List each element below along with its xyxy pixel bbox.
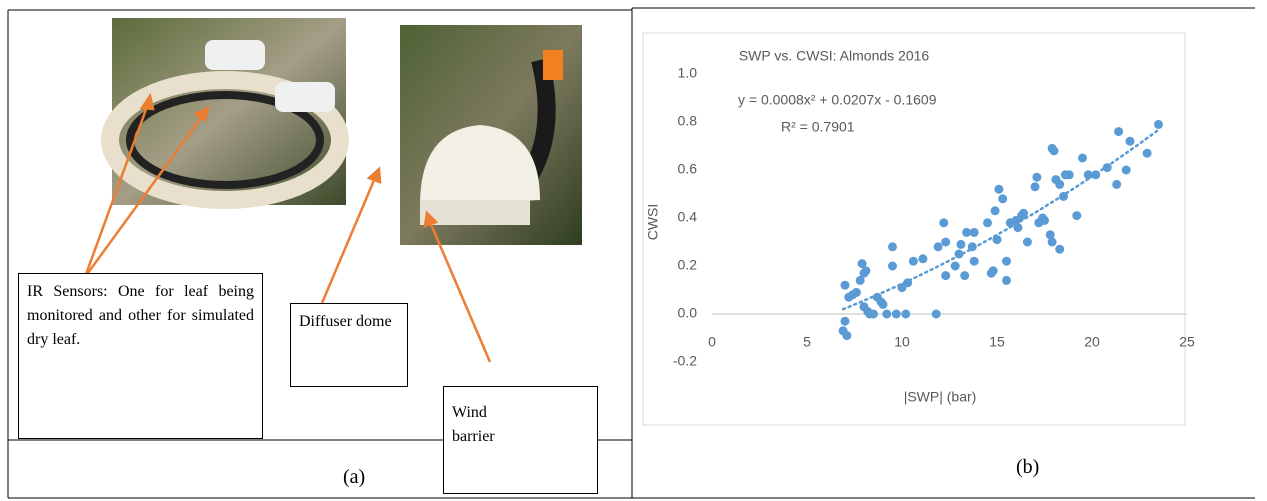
point (994, 184, 1004, 194)
point (878, 299, 888, 309)
point (855, 275, 865, 285)
chart-area (642, 32, 1186, 426)
y-tick-label: -0.2 (673, 353, 697, 369)
x-tick-label: 15 (989, 334, 1005, 350)
x-tick-label: 5 (803, 334, 811, 350)
point (1083, 170, 1093, 180)
point (990, 206, 1000, 216)
point (1013, 223, 1023, 233)
point (956, 239, 966, 249)
point (882, 309, 892, 319)
point (1030, 182, 1040, 192)
point (1019, 208, 1029, 218)
point (967, 242, 977, 252)
point (1064, 170, 1074, 180)
point (950, 261, 960, 271)
x-tick-label: 25 (1179, 334, 1195, 350)
point (1072, 211, 1082, 221)
callout: Diffuser dome (290, 303, 408, 387)
photo-dome (400, 25, 582, 245)
y-tick-label: 0.6 (678, 161, 698, 177)
point (888, 242, 897, 252)
point (1102, 163, 1112, 173)
point (869, 309, 878, 319)
x-tick-label: 0 (708, 334, 716, 350)
point (842, 331, 852, 341)
point (901, 309, 911, 319)
point (1049, 146, 1059, 156)
point (1154, 119, 1163, 129)
point (861, 266, 871, 276)
chart-title: SWP vs. CWSI: Almonds 2016 (739, 48, 930, 64)
panel-borders (7, 7, 1255, 499)
callout: IR Sensors: One for leaf being monitored… (18, 273, 263, 439)
point (931, 309, 941, 319)
point (918, 254, 928, 264)
point (888, 261, 897, 271)
point (1055, 244, 1065, 254)
point (941, 237, 951, 247)
point (1045, 230, 1055, 240)
point (960, 271, 970, 281)
x-tick-label: 10 (894, 334, 910, 350)
point (962, 227, 972, 237)
point (851, 287, 861, 297)
photo-sensors (101, 18, 349, 209)
point (954, 249, 964, 259)
point (1125, 136, 1135, 146)
point (1002, 256, 1011, 266)
point (992, 235, 1002, 245)
point (1121, 165, 1131, 175)
trendline (841, 128, 1160, 311)
point (983, 218, 992, 228)
point (941, 271, 951, 281)
point (908, 256, 918, 266)
point (1055, 179, 1065, 189)
y-tick-label: 0.8 (678, 113, 698, 129)
callout: Wind barrier (443, 386, 598, 494)
y-axis-label: CWSI (645, 204, 661, 241)
y-tick-label: 0.0 (678, 305, 698, 321)
caption: (b) (1016, 456, 1040, 478)
point (939, 218, 949, 228)
point (840, 316, 850, 326)
point (1112, 179, 1122, 189)
point (1114, 127, 1124, 137)
trendline-equation: y = 0.0008x² + 0.0207x - 0.1609 (738, 92, 937, 108)
point (1047, 237, 1057, 247)
point (1078, 153, 1087, 163)
point (988, 266, 998, 276)
point (857, 259, 867, 269)
point (969, 256, 979, 266)
x-axis-label: |SWP| (bar) (904, 389, 977, 405)
point (1059, 191, 1068, 201)
point (1032, 172, 1042, 182)
point (891, 309, 901, 319)
point (1022, 237, 1032, 247)
r-squared: R² = 0.7901 (781, 119, 855, 135)
point (903, 278, 913, 288)
caption: (a) (343, 466, 366, 488)
point (840, 280, 850, 290)
arrows (83, 92, 492, 363)
y-tick-label: 0.2 (678, 257, 698, 273)
point (1142, 148, 1152, 158)
point (1002, 275, 1011, 285)
y-tick-label: 1.0 (678, 65, 698, 81)
point (969, 227, 979, 237)
point (933, 242, 943, 252)
y-tick-label: 0.4 (678, 209, 698, 225)
point (1040, 215, 1049, 225)
point (998, 194, 1008, 204)
x-tick-label: 20 (1084, 334, 1100, 350)
point (1091, 170, 1101, 180)
